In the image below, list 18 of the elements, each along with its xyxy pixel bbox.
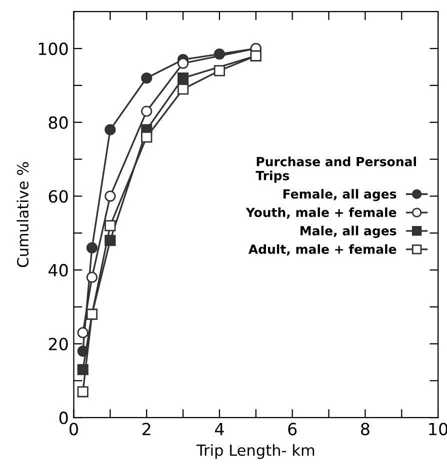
legend-label: Youth, male + female: [246, 207, 396, 219]
x-tick-label: 6: [288, 422, 297, 436]
y-axis-title: Cumulative %: [16, 162, 29, 268]
legend-label: Adult, male + female: [248, 244, 396, 256]
y-tick-label: 100: [38, 42, 68, 56]
legend-title: Purchase and Personal Trips: [256, 156, 416, 183]
y-tick-label: 0: [59, 412, 68, 424]
y-tick-label: 40: [48, 264, 68, 277]
x-tick-label: 4: [214, 422, 224, 436]
x-tick-label: 2: [142, 422, 150, 436]
legend-label: Female, all ages: [283, 188, 396, 202]
x-tick-label: 8: [361, 422, 370, 436]
y-tick-label: 60: [48, 190, 68, 203]
y-tick-label: 80: [48, 116, 68, 129]
x-tick-label: 0: [70, 422, 78, 436]
x-axis-title: Trip Length- km: [196, 444, 314, 459]
legend-label: Male, all ages: [300, 226, 396, 238]
y-tick-label: 20: [48, 338, 68, 350]
